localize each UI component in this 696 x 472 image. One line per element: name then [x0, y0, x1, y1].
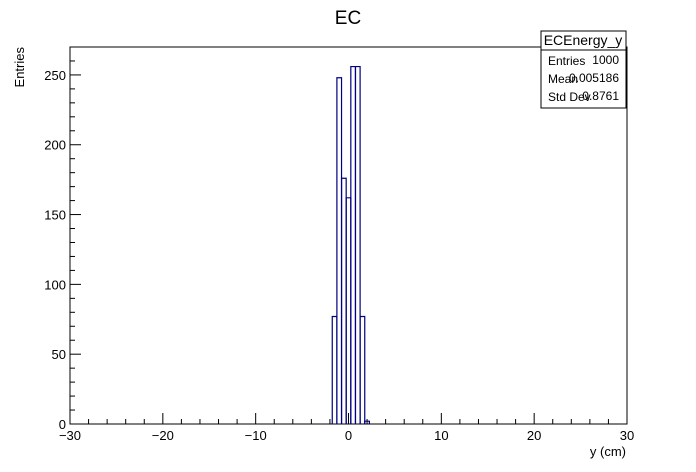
histogram-bin [331, 315, 338, 424]
histogram-bin [345, 197, 352, 424]
stats-entries-value: 1000 [592, 53, 619, 67]
stats-stddev-value: 0.8761 [582, 89, 619, 103]
histogram-bins [331, 65, 370, 424]
stats-mean-label: Mean [548, 72, 578, 86]
y-tick-label: 200 [44, 138, 66, 153]
stats-mean-value: 0.005186 [569, 71, 619, 85]
stats-stddev-label: Std Dev [548, 90, 591, 104]
stats-box-frame [540, 30, 627, 109]
x-tick-label: −10 [245, 428, 267, 443]
x-axis-label: y (cm) [590, 444, 626, 459]
histogram-bin [340, 177, 347, 424]
histogram-bin [336, 77, 343, 424]
stats-box-title: ECEnergy_y [544, 32, 623, 48]
histogram-bin [350, 65, 357, 424]
x-tick-label: 30 [620, 428, 634, 443]
y-tick-label: 100 [44, 277, 66, 292]
x-tick-label: 10 [434, 428, 448, 443]
stats-entries-label: Entries [548, 54, 585, 68]
y-tick-label: 250 [44, 68, 66, 83]
y-axis-label: Entries [12, 47, 27, 88]
y-tick-label: 0 [59, 417, 66, 432]
histogram-bin [364, 420, 370, 424]
histogram-bin [354, 65, 361, 424]
x-tick-label: −20 [152, 428, 174, 443]
x-tick-label: 0 [345, 428, 352, 443]
axis-ticks: −30 −20 −10 0 10 20 30 0 50 100 150 200 250 [44, 46, 634, 443]
chart-title: EC [335, 8, 361, 29]
stats-box: ECEnergy_y Entries 1000 Mean 0.005186 St… [540, 30, 627, 109]
x-tick-label: −30 [59, 428, 81, 443]
y-tick-label: 150 [44, 208, 66, 223]
x-tick-label: 20 [527, 428, 541, 443]
y-tick-label: 50 [52, 347, 66, 362]
histogram-bin [359, 315, 366, 424]
